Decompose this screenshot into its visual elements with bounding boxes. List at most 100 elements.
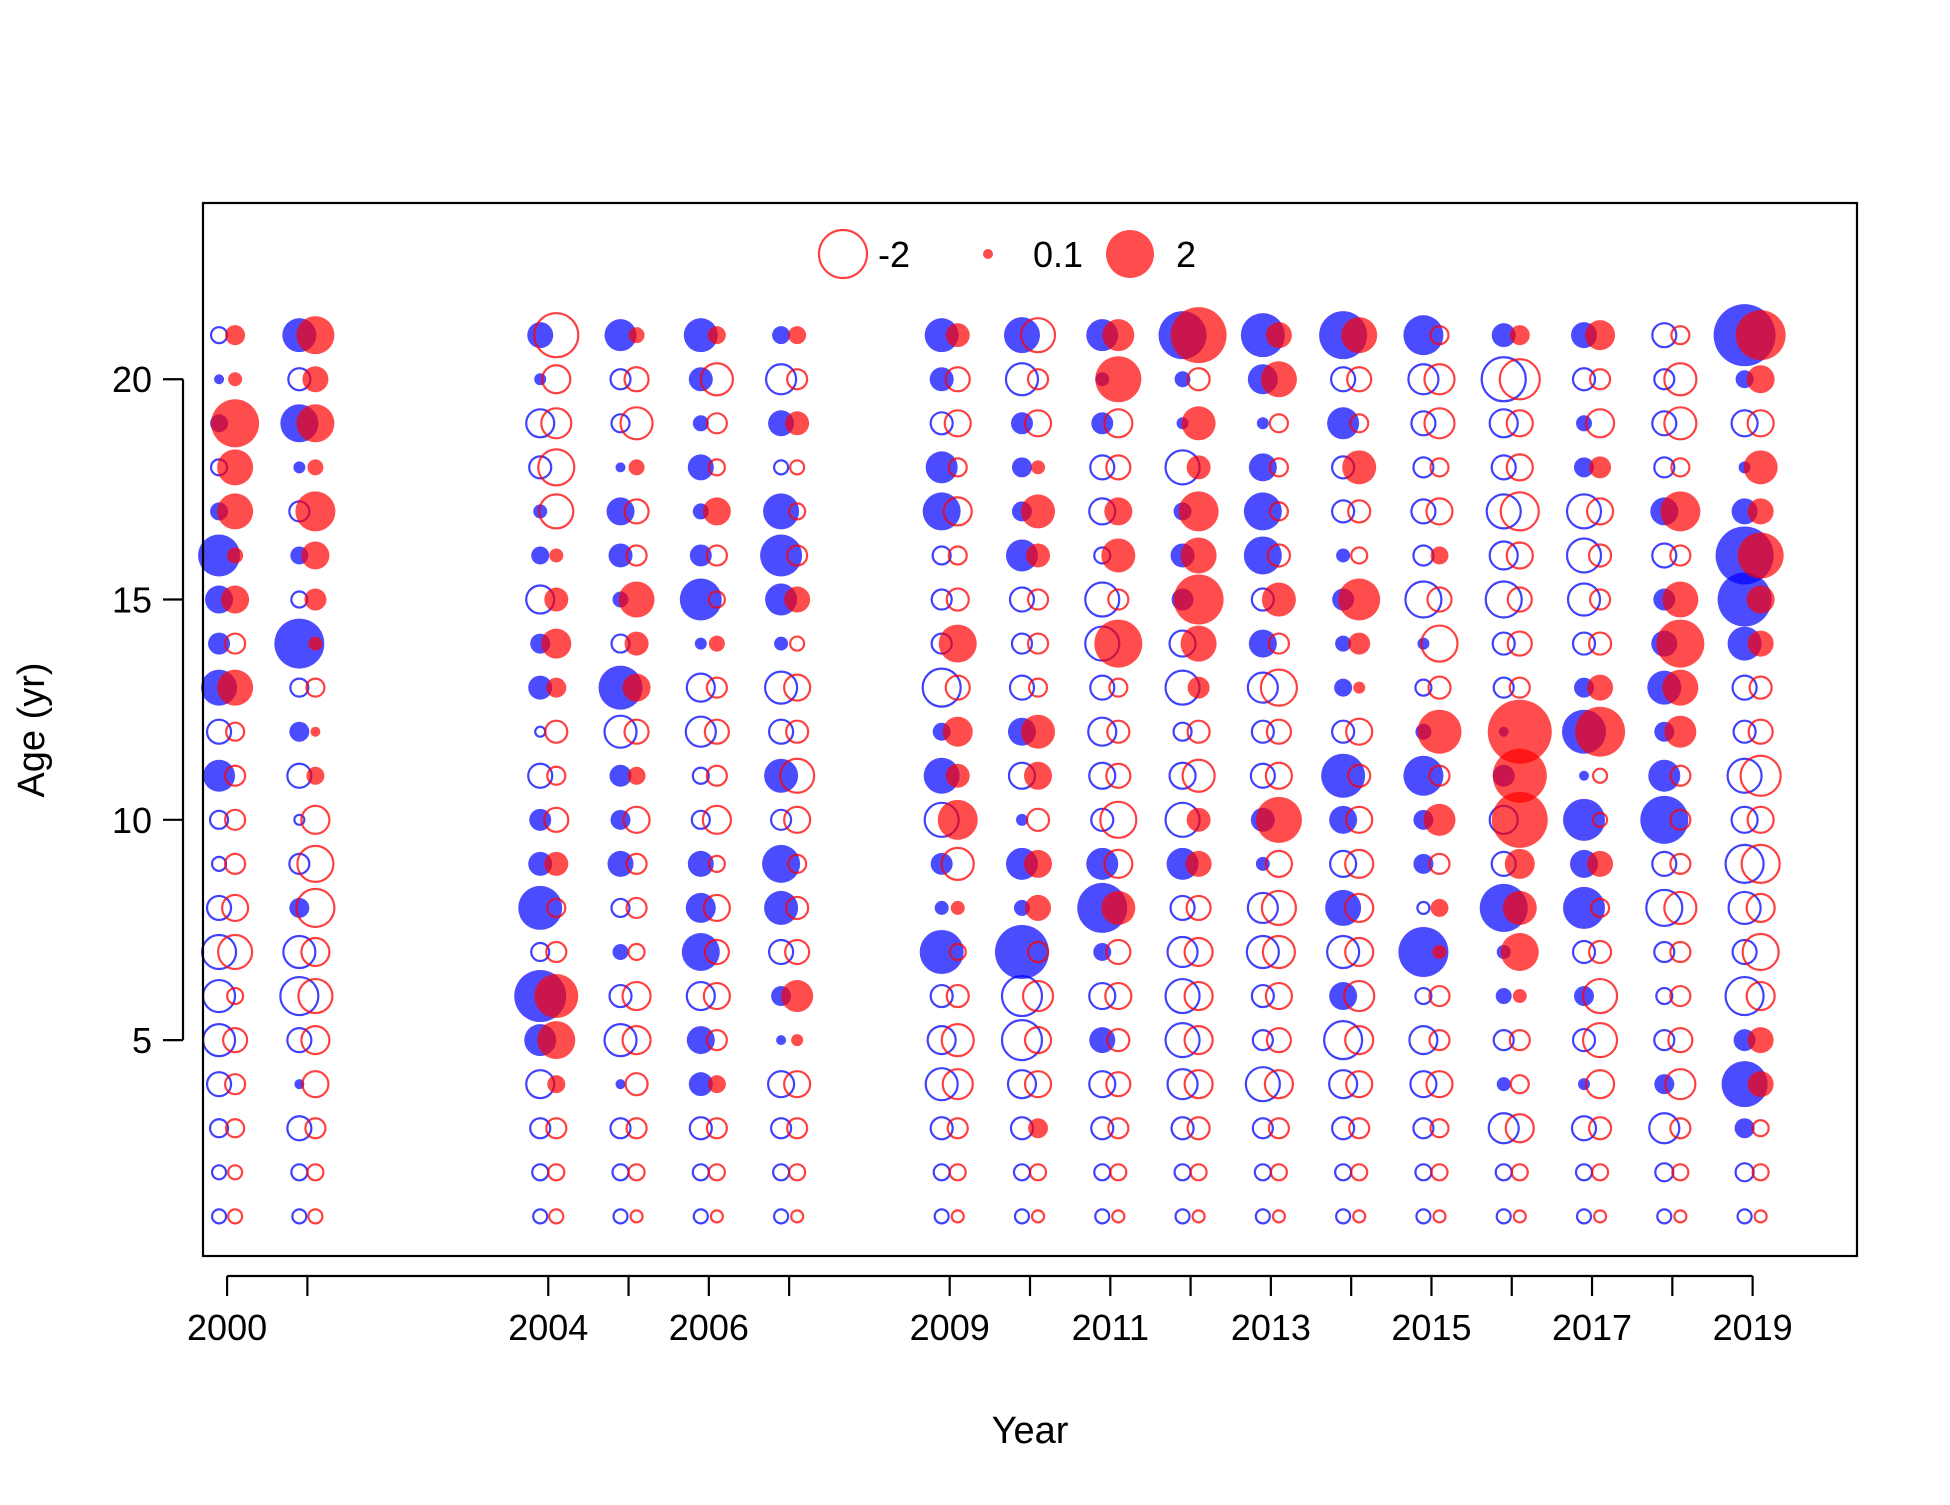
bubble-s0-2009-age-4 [924, 1067, 959, 1102]
bubble-s1-2018-age-5 [1667, 1027, 1694, 1054]
bubble-s0-2013-age-8 [1246, 891, 1279, 925]
bubble-s0-2018-age-20 [1653, 368, 1676, 391]
x-tick-label-2006: 2006 [669, 1307, 749, 1348]
bubble-s0-2000-age-11 [203, 759, 236, 792]
bubble-s0-2015-age-17 [1410, 498, 1437, 525]
bubble-s0-2017-age-7 [1571, 939, 1597, 965]
bubble-s1-2014-age-6 [1343, 979, 1376, 1013]
bubble-s1-2011-age-13 [1108, 677, 1129, 698]
bubble-s0-2006-age-11 [691, 766, 710, 785]
bubble-s0-2014-age-12 [1331, 719, 1356, 744]
bubble-s1-2011-age-4 [1105, 1071, 1132, 1098]
bubble-s1-2019-age-8 [1745, 892, 1776, 924]
bubble-s1-2019-age-13 [1748, 675, 1773, 700]
bubble-s0-2015-age-15 [1404, 580, 1443, 619]
bubble-s0-2001-age-10 [293, 813, 306, 826]
x-tick-label-2011: 2011 [1072, 1307, 1149, 1348]
bubble-s0-2015-age-18 [1412, 456, 1435, 479]
bubble-s1-2019-age-2 [1751, 1163, 1770, 1182]
bubble-s1-2006-age-9 [707, 854, 726, 873]
bubble-s1-2011-age-6 [1104, 981, 1133, 1011]
bubble-s0-2017-age-1 [1575, 1208, 1593, 1225]
bubble-s0-2006-age-6 [685, 980, 716, 1012]
bubble-s1-2015-age-13 [1427, 675, 1452, 700]
bubble-s0-2005-age-18 [615, 462, 626, 473]
bubble-s0-2016-age-19 [1488, 408, 1519, 439]
x-tick-label-2013: 2013 [1231, 1307, 1311, 1348]
bubble-s0-2018-age-11 [1648, 759, 1681, 792]
bubble-s1-2012-age-8 [1185, 894, 1212, 922]
bubble-s0-2007-age-9 [762, 844, 801, 883]
bubble-s0-2014-age-1 [1335, 1208, 1352, 1225]
bubble-s1-2006-age-10 [701, 804, 732, 835]
bubble-s1-2007-age-16 [786, 544, 809, 567]
bubble-s0-2015-age-14 [1417, 637, 1430, 650]
bubble-s1-2001-age-3 [304, 1117, 327, 1140]
bubble-s0-2015-age-13 [1414, 678, 1433, 697]
bubble-s1-2012-age-1 [1191, 1209, 1206, 1224]
bubble-s0-2009-age-15 [930, 588, 953, 611]
bubble-s1-2018-age-4 [1664, 1068, 1697, 1101]
bubble-s1-2017-age-11 [1591, 767, 1609, 784]
bubble-s0-2006-age-13 [685, 672, 716, 703]
bubble-s1-2019-age-11 [1739, 754, 1782, 797]
bubble-s1-2006-age-13 [705, 676, 728, 699]
bubble-s1-2012-age-15 [1173, 574, 1224, 625]
bubble-s1-2001-age-12 [310, 726, 321, 737]
bubble-s1-2009-age-10 [937, 799, 978, 840]
bubble-s1-2001-age-7 [300, 936, 331, 968]
bubble-s1-2004-age-3 [545, 1117, 568, 1140]
bubble-s1-2018-age-17 [1660, 491, 1701, 532]
bubble-s0-2006-age-4 [688, 1072, 713, 1097]
bubble-s1-2018-age-10 [1669, 808, 1692, 831]
bubble-s1-2016-age-15 [1506, 586, 1533, 613]
bubble-s1-2017-age-18 [1589, 456, 1612, 479]
bubble-s1-2004-age-13 [546, 677, 567, 698]
bubble-s1-2019-age-18 [1743, 450, 1778, 485]
bubble-s0-2016-age-17 [1485, 493, 1522, 530]
bubble-s0-2011-age-15 [1084, 581, 1121, 618]
bubble-s1-2005-age-6 [621, 980, 652, 1012]
bubble-s1-2007-age-19 [785, 411, 810, 436]
bubble-s1-2010-age-18 [1031, 460, 1046, 475]
bubble-s1-2013-age-6 [1264, 981, 1294, 1011]
bubble-s1-2018-age-20 [1663, 362, 1698, 397]
bubble-s1-2012-age-10 [1186, 807, 1211, 832]
bubble-s0-2015-age-8 [1416, 900, 1431, 916]
bubble-s1-2013-age-21 [1265, 322, 1292, 349]
bubble-s0-2007-age-1 [772, 1208, 790, 1225]
bubble-s0-2015-age-4 [1409, 1070, 1438, 1099]
bubble-s1-2011-age-16 [1101, 538, 1136, 573]
bubble-s0-2018-age-7 [1653, 940, 1676, 964]
bubble-s1-2000-age-12 [225, 721, 246, 742]
bubble-s1-2001-age-14 [308, 636, 323, 651]
bubble-s1-2005-age-17 [623, 498, 650, 525]
bubble-s0-2010-age-14 [1010, 632, 1034, 655]
bubble-s1-2015-age-14 [1420, 624, 1459, 663]
bubble-s1-2005-age-14 [624, 631, 649, 656]
bubble-s1-2010-age-8 [1025, 894, 1052, 921]
bubble-s0-2012-age-4 [1166, 1068, 1199, 1101]
bubble-s0-2010-age-10 [1015, 813, 1028, 826]
bubble-s1-2006-age-19 [705, 412, 728, 435]
bubble-s1-2007-age-13 [783, 673, 812, 702]
bubble-s1-2000-age-4 [224, 1073, 247, 1096]
bubble-s1-2016-age-1 [1512, 1209, 1527, 1224]
bubble-s1-2014-age-2 [1350, 1163, 1369, 1182]
bubble-s1-2000-age-14 [224, 632, 247, 655]
bubble-s0-2014-age-10 [1329, 805, 1358, 834]
bubble-s1-2009-age-4 [941, 1068, 974, 1101]
bubble-s1-2012-age-2 [1189, 1163, 1208, 1182]
bubble-s1-2017-age-6 [1581, 977, 1619, 1015]
bubble-s1-2014-age-17 [1347, 499, 1372, 524]
bubble-s0-2006-age-7 [681, 932, 720, 971]
bubble-s0-2018-age-16 [1651, 542, 1678, 569]
bubble-s1-2012-age-21 [1170, 307, 1227, 364]
bubble-s1-2015-age-9 [1428, 852, 1451, 875]
bubble-s1-2019-age-5 [1747, 1027, 1774, 1054]
bubble-s1-2014-age-10 [1345, 805, 1374, 834]
bubble-s0-2014-age-13 [1334, 678, 1353, 697]
bubble-s0-2007-age-10 [769, 808, 793, 831]
bubble-s1-2010-age-6 [1021, 979, 1055, 1013]
